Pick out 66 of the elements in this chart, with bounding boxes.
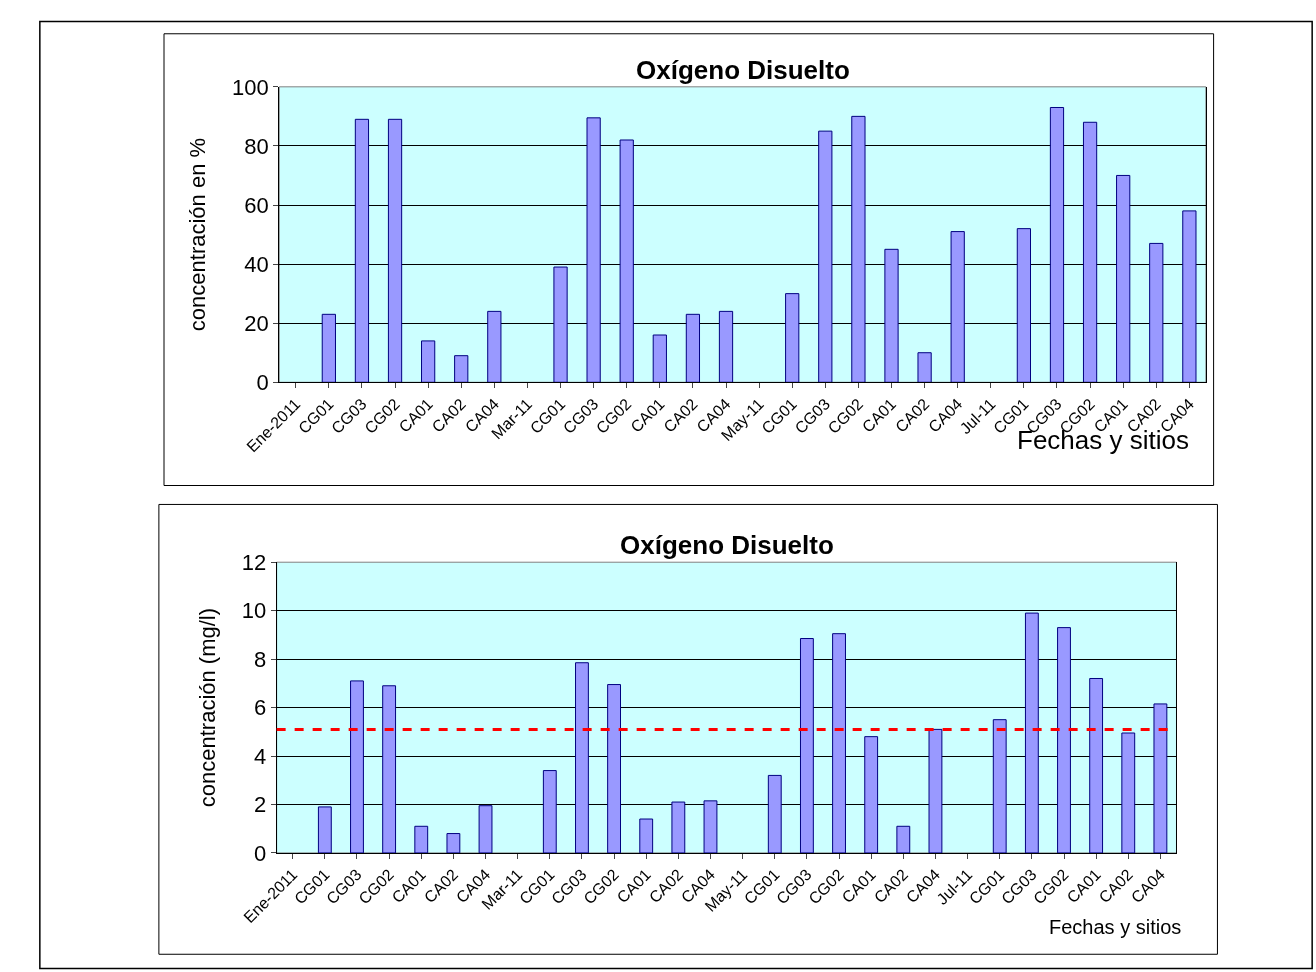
bar [851, 115, 866, 383]
bar [619, 139, 634, 383]
y-tick-label: 100 [232, 74, 269, 100]
bar [884, 248, 899, 383]
bar [317, 806, 332, 853]
bar [671, 801, 686, 853]
y-tick-label: 6 [253, 695, 267, 721]
bar [421, 340, 436, 383]
bar [553, 266, 568, 383]
y-tick-label: 80 [244, 133, 269, 159]
bar [928, 728, 943, 853]
bar [321, 313, 336, 383]
bar [1024, 612, 1039, 853]
bar [446, 833, 461, 853]
bar [575, 662, 589, 853]
y-tick-label: 12 [241, 549, 267, 575]
y-tick-label: 8 [253, 646, 267, 672]
bar [1149, 242, 1164, 383]
bar [785, 293, 800, 383]
y-tick-label: 20 [244, 310, 269, 336]
bar [832, 633, 846, 853]
y-tick-label: 60 [244, 192, 269, 218]
bar [354, 118, 370, 383]
bar [1016, 228, 1032, 383]
bar [703, 800, 718, 853]
bar [767, 774, 782, 853]
y-tick-label: 40 [244, 251, 269, 277]
y-tick-label: 2 [253, 792, 267, 818]
bar [652, 334, 667, 383]
y-axis-title: concentración (mg/l) [194, 607, 220, 808]
bar [950, 231, 965, 383]
bar [1082, 121, 1098, 383]
bar [454, 355, 469, 383]
bar [350, 680, 364, 853]
bar [487, 310, 502, 383]
y-tick-label: 4 [253, 743, 267, 769]
y-tick-label: 0 [253, 840, 267, 866]
bar [1121, 732, 1136, 853]
bar [799, 638, 814, 853]
chart-title: Oxígeno Disuelto [636, 55, 850, 85]
bar [992, 719, 1007, 853]
bar [718, 310, 734, 383]
bar [382, 685, 397, 853]
bar [1089, 678, 1104, 853]
bar [1153, 703, 1168, 853]
bar [685, 313, 701, 383]
bar [896, 825, 911, 853]
bar [586, 117, 601, 383]
y-tick-label: 0 [256, 369, 269, 395]
y-tick-label: 10 [241, 598, 267, 624]
bar [414, 825, 429, 853]
bar [1182, 210, 1197, 383]
x-axis-title: Fechas y sitios [1049, 916, 1182, 938]
bar [818, 130, 833, 383]
bar [478, 805, 493, 853]
bar [1116, 174, 1131, 383]
bar [387, 118, 403, 383]
bar [917, 352, 932, 383]
bar [639, 818, 654, 853]
y-axis-title: concentración en % [184, 137, 210, 332]
bar [864, 736, 879, 853]
bar [607, 684, 622, 853]
chart-title: Oxígeno Disuelto [620, 530, 834, 560]
bar [542, 770, 557, 853]
bar [1057, 627, 1071, 853]
bar [1049, 106, 1065, 383]
